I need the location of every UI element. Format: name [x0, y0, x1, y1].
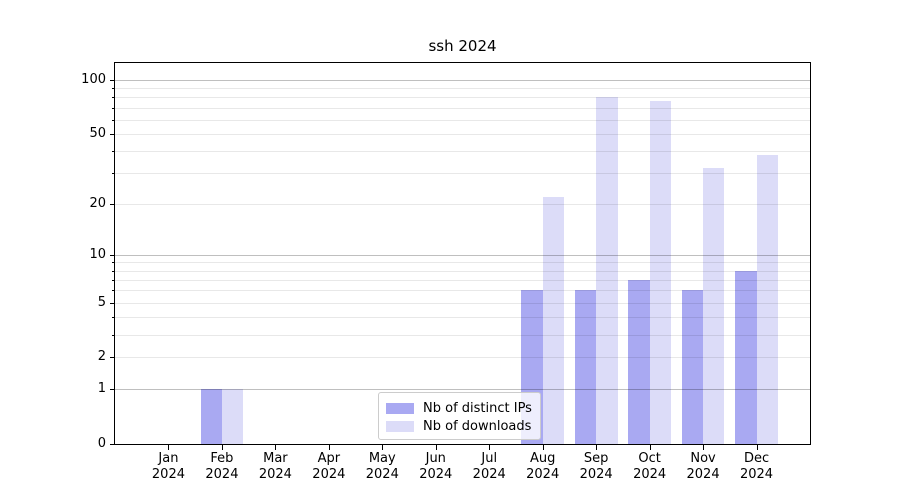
x-tick-label-may: May 2024	[365, 451, 399, 482]
x-tick-label-jun: Jun 2024	[419, 451, 453, 482]
y-tick-label-10: 10	[89, 246, 106, 262]
y-tick-label-2: 2	[97, 349, 106, 365]
gridline-6	[115, 290, 810, 292]
gridline-5	[115, 302, 810, 304]
gridline-60	[115, 119, 810, 121]
x-tick-mark	[168, 445, 170, 450]
y-tick-mark	[110, 389, 115, 391]
bar-distinct-ips-dec	[735, 270, 757, 444]
gridline-90	[115, 88, 810, 90]
legend: Nb of distinct IPs Nb of downloads	[378, 392, 541, 440]
x-tick-label-jan: Jan 2024	[151, 451, 185, 482]
y-tick-mark	[110, 444, 115, 445]
x-tick-label-sep: Sep 2024	[579, 451, 613, 482]
gridlines-layer	[115, 63, 810, 444]
y-tick-mark	[110, 133, 115, 135]
x-tick-mark	[382, 445, 384, 450]
gridline-70	[115, 107, 810, 109]
y-tick-label-1: 1	[97, 381, 106, 397]
x-tick-mark	[221, 445, 223, 450]
x-tick-label-nov: Nov 2024	[686, 451, 720, 482]
x-tick-mark	[756, 445, 758, 450]
y-tick-label-50: 50	[89, 125, 106, 141]
gridline-1	[115, 389, 810, 391]
x-tick-label-feb: Feb 2024	[205, 451, 239, 482]
y-minor-tick-mark	[112, 290, 115, 292]
y-tick-mark	[110, 79, 115, 81]
x-tick-label-oct: Oct 2024	[633, 451, 667, 482]
x-tick-mark	[703, 445, 705, 450]
bar-downloads-oct	[649, 101, 671, 444]
y-tick-mark	[110, 357, 115, 359]
y-tick-label-100: 100	[81, 71, 106, 87]
legend-label-downloads: Nb of downloads	[423, 418, 532, 434]
gridline-10	[115, 254, 810, 256]
y-minor-tick-mark	[112, 270, 115, 272]
x-tick-mark	[275, 445, 277, 450]
x-tick-label-dec: Dec 2024	[739, 451, 774, 482]
gridline-3	[115, 334, 810, 336]
legend-swatch-downloads	[386, 420, 414, 432]
gridline-9	[115, 262, 810, 264]
x-tick-label-jul: Jul 2024	[472, 451, 506, 482]
bar-downloads-dec	[756, 154, 778, 444]
gridline-8	[115, 270, 810, 272]
x-tick-mark	[328, 445, 330, 450]
y-minor-tick-mark	[112, 279, 115, 281]
y-tick-label-5: 5	[97, 294, 106, 310]
bar-downloads-nov	[703, 168, 725, 444]
y-minor-tick-mark	[112, 119, 115, 121]
bar-distinct-ips-feb	[200, 389, 222, 444]
y-tick-mark	[110, 302, 115, 304]
gridline-30	[115, 173, 810, 175]
x-tick-label-aug: Aug 2024	[526, 451, 560, 482]
gridline-40	[115, 150, 810, 152]
gridline-80	[115, 97, 810, 99]
legend-label-distinct-ips: Nb of distinct IPs	[423, 400, 532, 416]
chart-title: ssh 2024	[428, 37, 497, 55]
gridline-7	[115, 279, 810, 281]
y-minor-tick-mark	[112, 334, 115, 336]
gridline-100	[115, 79, 810, 81]
y-minor-tick-mark	[112, 97, 115, 99]
y-minor-tick-mark	[112, 317, 115, 318]
y-tick-mark	[110, 203, 115, 205]
y-tick-label-20: 20	[89, 195, 106, 211]
x-tick-mark	[649, 445, 651, 450]
y-minor-tick-mark	[112, 262, 115, 264]
x-tick-mark	[596, 445, 598, 450]
legend-item-distinct-ips: Nb of distinct IPs	[386, 399, 540, 417]
bar-distinct-ips-sep	[574, 290, 597, 444]
x-tick-mark	[435, 445, 437, 450]
bar-downloads-feb	[221, 389, 244, 444]
x-tick-mark	[489, 445, 491, 450]
gridline-4	[115, 317, 810, 318]
x-tick-label-apr: Apr 2024	[312, 451, 346, 482]
y-minor-tick-mark	[112, 107, 115, 109]
legend-swatch-distinct-ips	[386, 402, 414, 414]
y-tick-label-0: 0	[97, 436, 106, 451]
y-tick-mark	[110, 254, 115, 256]
y-minor-tick-mark	[112, 88, 115, 90]
plot-area	[114, 62, 811, 445]
gridline-20	[115, 203, 810, 205]
bars-layer	[115, 63, 810, 444]
bar-downloads-aug	[542, 196, 565, 444]
x-tick-label-mar: Mar 2024	[258, 451, 292, 482]
legend-item-downloads: Nb of downloads	[386, 417, 540, 435]
y-minor-tick-mark	[112, 150, 115, 152]
bar-downloads-sep	[596, 97, 618, 444]
x-tick-mark	[542, 445, 544, 450]
bar-distinct-ips-nov	[681, 290, 704, 444]
gridline-2	[115, 357, 810, 359]
y-minor-tick-mark	[112, 173, 115, 175]
bar-distinct-ips-oct	[628, 279, 650, 444]
gridline-50	[115, 133, 810, 135]
